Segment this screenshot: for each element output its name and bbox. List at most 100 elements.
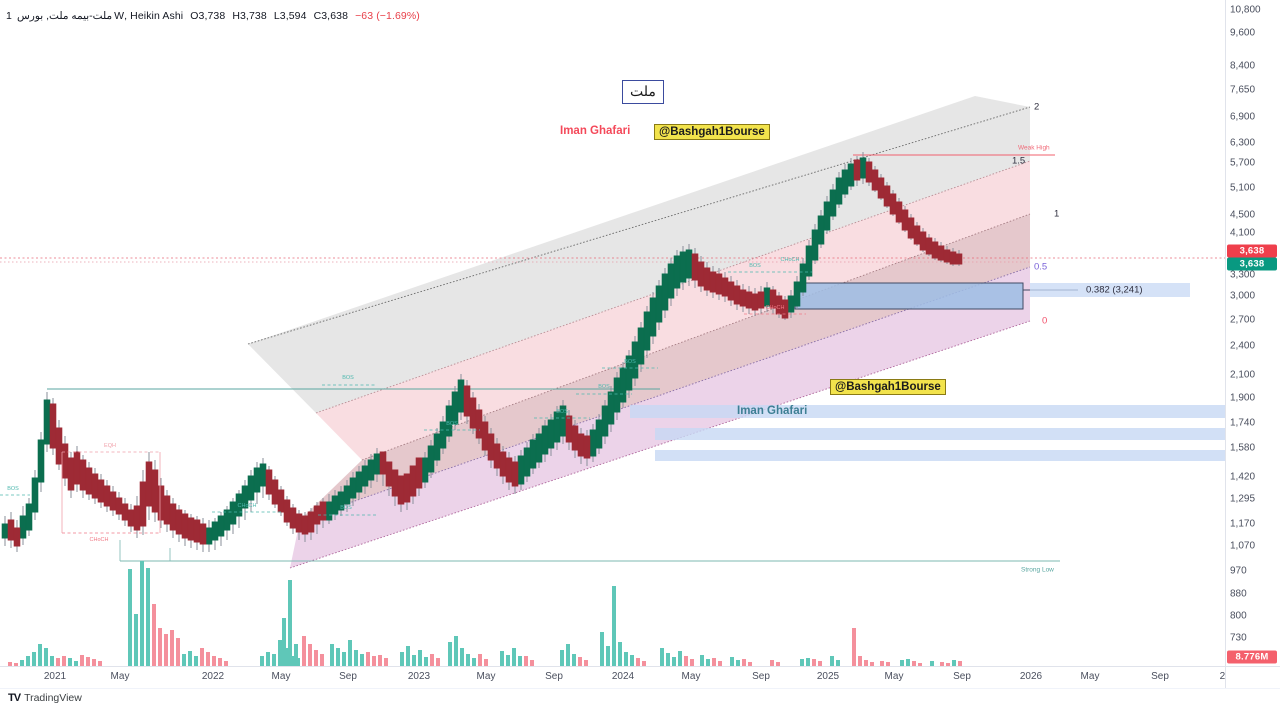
- volume-bars-down: [8, 604, 962, 666]
- time-tick: May: [476, 671, 496, 682]
- time-tick: 2023: [407, 671, 431, 682]
- price-tick: 1,295: [1230, 493, 1256, 505]
- price-tick: 4,100: [1230, 227, 1256, 239]
- structure-label-choch: CHoCH: [780, 257, 800, 263]
- legend-low: L3,594: [273, 10, 307, 23]
- channel-line-0: [289, 320, 1031, 569]
- time-tick: Sep: [752, 671, 770, 682]
- last-price-badge-red[interactable]: 3,638: [1227, 244, 1277, 258]
- price-pane[interactable]: ملت Iman Ghafari @Bashgah1Bourse @Bashga…: [0, 0, 1225, 666]
- legend-interval-suffix: W: [114, 10, 125, 23]
- price-tick: 800: [1230, 610, 1247, 622]
- fib-0382-label: 0.382 (3,241): [1086, 284, 1143, 296]
- volume-badge[interactable]: 8.776M: [1227, 650, 1277, 664]
- price-tick: 1,070: [1230, 540, 1256, 552]
- price-tick: 5,700: [1230, 157, 1256, 169]
- structure-label-eqh: EQH: [104, 443, 116, 449]
- strong-low-label: Strong Low: [1021, 566, 1054, 574]
- fib-label-1_5: 1.5: [1012, 155, 1026, 167]
- legend-symbol[interactable]: ملت-بیمه ملت, بورس: [16, 10, 113, 23]
- time-tick: Sep: [953, 671, 971, 682]
- structure-label-bos: BOS: [624, 359, 636, 365]
- time-tick: 2026: [1019, 671, 1043, 682]
- price-tick: 1,170: [1230, 518, 1256, 530]
- price-tick: 2,400: [1230, 340, 1256, 352]
- handle-watermark-mid: @Bashgah1Bourse: [830, 379, 946, 395]
- legend-style: Heikin Ashi: [130, 10, 184, 23]
- tradingview-logo[interactable]: TV TradingView: [8, 692, 82, 704]
- price-tick: 1,420: [1230, 471, 1256, 483]
- price-tick: 5,100: [1230, 182, 1256, 194]
- time-tick: May: [271, 671, 291, 682]
- structure-label-bos: BOS: [342, 375, 354, 381]
- price-tick: 6,900: [1230, 111, 1256, 123]
- price-tick: 1,580: [1230, 442, 1256, 454]
- legend-high: H3,738: [232, 10, 267, 23]
- structure-label-choch: CHoCH: [89, 537, 109, 543]
- zone-fib-1_5-1: [316, 161, 1030, 460]
- last-price-badge-green[interactable]: 3,638: [1227, 257, 1277, 271]
- price-tick: 7,650: [1230, 84, 1256, 96]
- structure-label-bos: BOS: [749, 263, 761, 269]
- price-tick: 1,900: [1230, 392, 1256, 404]
- tradingview-mark-icon: TV: [8, 692, 21, 704]
- bottom-bar: TV TradingView: [0, 688, 1280, 710]
- handle-watermark-top: @Bashgah1Bourse: [654, 124, 770, 140]
- price-tick: 730: [1230, 632, 1247, 644]
- time-tick: Sep: [1151, 671, 1169, 682]
- demand-zone-box: [794, 282, 1024, 310]
- structure-label-choch: CHoCH: [237, 503, 257, 509]
- time-tick: 2025: [816, 671, 840, 682]
- structure-label-bos: BOS: [340, 505, 352, 511]
- channel-line-2: [247, 106, 1031, 345]
- time-tick: May: [681, 671, 701, 682]
- price-tick: 2,700: [1230, 314, 1256, 326]
- structure-label-bos: BOS: [446, 421, 458, 427]
- structure-label-choch: CHoCH: [765, 305, 785, 311]
- structure-label-bos: BOS: [598, 384, 610, 390]
- price-tick: 8,400: [1230, 60, 1256, 72]
- supply-band-1740: [655, 428, 1225, 440]
- price-tick: 4,500: [1230, 209, 1256, 221]
- structure-connectors: [0, 271, 812, 534]
- author-watermark-top: Iman Ghafari: [560, 125, 631, 137]
- time-tick: May: [884, 671, 904, 682]
- time-tick: May: [110, 671, 130, 682]
- chart-legend[interactable]: 1 ملت-بیمه ملت, بورس W, Heikin Ashi O3,73…: [6, 10, 420, 23]
- legend-interval: 1: [6, 10, 12, 23]
- time-tick: Sep: [339, 671, 357, 682]
- supply-band-0382: [1030, 283, 1190, 297]
- time-tick: 2022: [201, 671, 225, 682]
- symbol-watermark: ملت: [622, 80, 664, 104]
- time-tick: 2021: [43, 671, 67, 682]
- structure-label-bos: BOS: [7, 486, 19, 492]
- legend-close: C3,638: [313, 10, 349, 23]
- price-tick: 9,600: [1230, 27, 1256, 39]
- time-tick: 2024: [611, 671, 635, 682]
- zone-fib-2-1_5: [248, 96, 1030, 413]
- time-tick: Sep: [545, 671, 563, 682]
- structure-label-bos: BOS: [556, 409, 568, 415]
- price-tick: 10,800: [1230, 4, 1261, 16]
- weak-high-label: Weak High: [1018, 144, 1050, 152]
- tradingview-brand-label: TradingView: [24, 692, 82, 704]
- axis-corner: [1225, 666, 1280, 689]
- price-tick: 2,100: [1230, 369, 1256, 381]
- supply-band-1900: [630, 405, 1225, 418]
- legend-open: O3,738: [190, 10, 226, 23]
- time-tick: May: [1080, 671, 1100, 682]
- price-tick: 880: [1230, 588, 1247, 600]
- price-tick: 3,300: [1230, 269, 1256, 281]
- volume-bars-up: [20, 561, 956, 666]
- price-tick: 3,000: [1230, 290, 1256, 302]
- fib-label-0_5: 0.5: [1034, 261, 1048, 273]
- time-axis[interactable]: 2021 May 2022 May Sep 2023 May Sep 2024 …: [0, 666, 1236, 689]
- price-axis[interactable]: 10,800 9,600 8,400 7,650 6,900 6,300 5,7…: [1225, 0, 1280, 666]
- price-tick: 1,740: [1230, 417, 1256, 429]
- fib-label-0: 0: [1042, 315, 1048, 327]
- legend-change: −63 (−1.69%): [355, 10, 420, 23]
- chart-canvas: [0, 96, 1225, 569]
- price-tick: 970: [1230, 565, 1247, 577]
- candle-series: [1, 152, 963, 552]
- price-tick: 6,300: [1230, 137, 1256, 149]
